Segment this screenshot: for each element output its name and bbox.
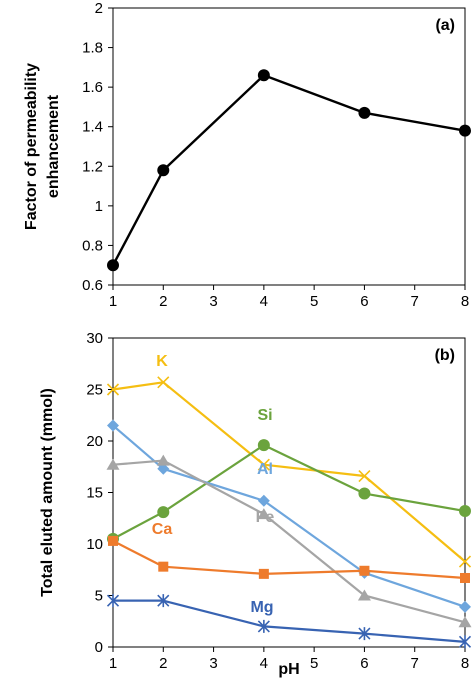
x-tick-label: 6 — [360, 293, 368, 310]
data-point-main — [107, 259, 119, 272]
data-point-main — [358, 106, 371, 119]
series-label-k: K — [156, 353, 168, 370]
x-tick-label: 4 — [260, 293, 268, 310]
y-tick-label: 1.2 — [82, 158, 103, 175]
series-label-mg: Mg — [250, 599, 273, 616]
series-ca — [108, 535, 470, 583]
series-label-fe: Fe — [256, 509, 275, 526]
y-tick-label: 15 — [86, 485, 103, 502]
series-line-ca — [112, 539, 466, 580]
y-tick-label: 20 — [86, 433, 103, 450]
x-tick-label: 7 — [411, 293, 419, 310]
series-mg — [106, 594, 472, 649]
panel-label: (a) — [435, 17, 455, 34]
series-label-si: Si — [257, 407, 272, 424]
data-point-fe — [156, 454, 170, 466]
y-tick-label: 30 — [86, 330, 103, 347]
x-tick-label: 8 — [461, 293, 469, 310]
x-tick-label: 6 — [360, 655, 368, 672]
y-tick-label: 1.4 — [82, 119, 103, 136]
data-point-al — [257, 494, 270, 507]
y-tick-label: 0.8 — [82, 237, 103, 254]
data-point-main — [157, 164, 170, 177]
y-tick-label: 0.6 — [82, 277, 103, 294]
y-tick-label: 2 — [95, 0, 103, 17]
x-tick-label: 5 — [310, 293, 318, 310]
series-main — [107, 69, 471, 272]
data-point-ca — [108, 535, 118, 546]
data-point-k — [358, 469, 371, 483]
series-label-ca: Ca — [152, 521, 173, 538]
x-tick-label: 2 — [159, 655, 167, 672]
data-point-ca — [460, 572, 470, 583]
x-tick-label: 7 — [411, 655, 419, 672]
data-point-main — [257, 69, 270, 82]
y-tick-label: 1 — [95, 198, 103, 215]
data-point-k — [157, 376, 170, 389]
x-tick-label: 1 — [109, 655, 117, 672]
data-point-k — [257, 458, 270, 471]
data-point-fe — [458, 616, 472, 628]
data-point-si — [459, 505, 471, 518]
data-point-k — [106, 383, 120, 396]
data-point-al — [459, 600, 471, 613]
data-point-mg — [106, 594, 120, 608]
series-line-mg — [113, 599, 466, 643]
plot-frame — [112, 7, 466, 286]
y-tick-label: 10 — [86, 536, 103, 553]
x-axis-title: pH — [278, 661, 299, 678]
data-point-al — [107, 419, 119, 432]
y-tick-label: 25 — [86, 382, 103, 399]
data-point-mg — [458, 635, 472, 649]
data-point-k — [458, 555, 472, 568]
x-tick-label: 8 — [461, 655, 469, 672]
y-axis-title: Factor of permeability enhancement — [23, 63, 62, 230]
data-point-si — [157, 506, 170, 519]
panel-label: (b) — [435, 347, 455, 364]
series-k — [106, 376, 472, 568]
data-point-al — [157, 462, 170, 475]
data-point-mg — [257, 619, 270, 633]
data-point-si — [257, 439, 270, 452]
data-point-fe — [257, 508, 271, 520]
y-tick-label: 1.8 — [82, 40, 103, 57]
data-point-ca — [258, 568, 269, 579]
data-point-mg — [358, 627, 371, 641]
series-label-al: Al — [257, 461, 273, 478]
y-axis-title: Total eluted amount (mmol) — [39, 388, 56, 597]
data-point-main — [459, 124, 471, 137]
panel-b: 0 5 10 15 20 25 30 1 2 3 4 5 6 7 8 Total eluted amount … — [39, 330, 472, 678]
x-tick-label: 1 — [109, 293, 117, 310]
x-tick-label: 3 — [209, 293, 217, 310]
data-point-fe — [357, 589, 371, 601]
data-point-si — [358, 487, 371, 500]
data-point-mg — [157, 594, 170, 608]
x-tick-label: 2 — [159, 293, 167, 310]
y-tick-label: 1.6 — [82, 79, 103, 96]
x-tick-label: 3 — [209, 655, 217, 672]
data-point-ca — [158, 561, 169, 572]
y-tick-label: 0 — [95, 639, 103, 656]
x-tick-label: 5 — [310, 655, 318, 672]
data-point-fe — [106, 458, 120, 470]
panel-a: 0.6 0.8 1 1.2 1.4 1.6 1.8 2 1 2 3 4 5 6 7 8 Factor of pe… — [23, 0, 471, 310]
series-fe — [106, 454, 472, 628]
y-tick-label: 5 — [95, 588, 103, 605]
data-point-ca — [359, 565, 370, 576]
x-tick-label: 4 — [260, 655, 268, 672]
